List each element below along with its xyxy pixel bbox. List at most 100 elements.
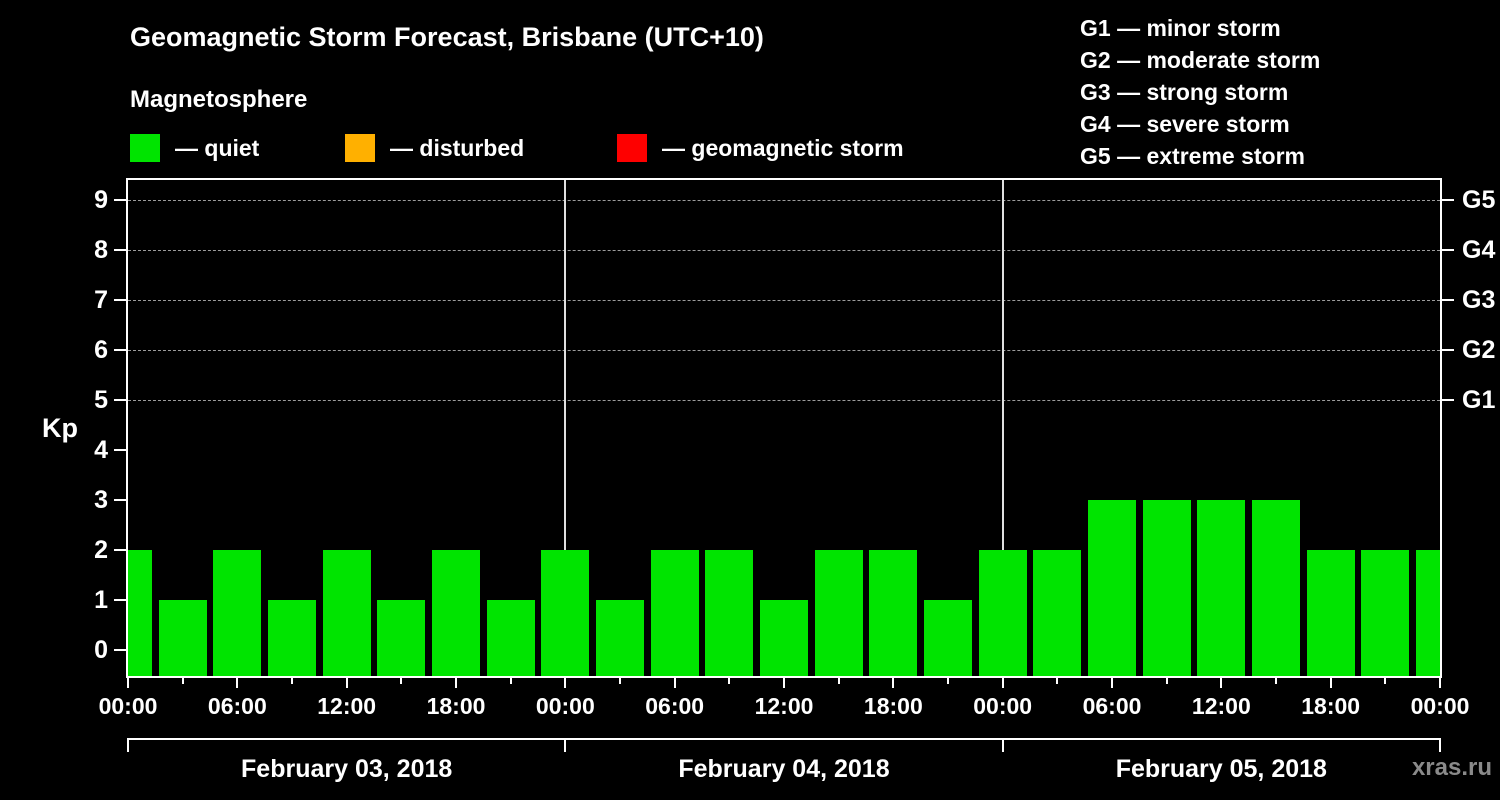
- y-tick-label: 5: [94, 386, 108, 414]
- kp-bar: [1033, 550, 1082, 676]
- date-bracket-line: [128, 738, 1440, 740]
- quiet-color-swatch: [130, 134, 160, 162]
- kp-bar: [1087, 500, 1137, 676]
- storm-scale-item-g1: G1 — minor storm: [1080, 15, 1281, 41]
- gridline-kp7: [128, 300, 1440, 301]
- legend-item-quiet: — quiet: [130, 132, 259, 164]
- y-tick-label: 1: [94, 586, 108, 614]
- kp-bar: [978, 550, 1027, 676]
- g-level-label: G2: [1462, 336, 1496, 364]
- x-axis-tick: [1001, 678, 1004, 688]
- y-axis-tick: [114, 349, 126, 351]
- kp-bar: [377, 600, 426, 676]
- day-boundary-line: [1001, 180, 1004, 676]
- x-axis-minor-tick: [947, 678, 949, 684]
- kp-bar: [759, 600, 809, 676]
- chart-title: Geomagnetic Storm Forecast, Brisbane (UT…: [130, 22, 764, 52]
- y-axis-tick: [114, 649, 126, 651]
- time-label: 06:00: [645, 693, 705, 719]
- time-label: 12:00: [317, 693, 377, 719]
- legend-item-label: — disturbed: [390, 134, 525, 161]
- disturbed-color-swatch: [345, 134, 375, 162]
- time-label: 12:00: [754, 693, 814, 719]
- x-axis-tick: [892, 678, 895, 688]
- kp-bar: [650, 550, 699, 676]
- date-bracket-tick: [1439, 738, 1441, 752]
- date-bracket-tick: [564, 738, 567, 752]
- kp-bar: [158, 600, 207, 676]
- y-axis-tick: [114, 449, 126, 451]
- y-tick-label: 2: [94, 536, 108, 564]
- geomagnetic-storm-color-swatch: [617, 134, 647, 162]
- legend-item-disturbed: — disturbed: [345, 132, 524, 164]
- g-level-label: G3: [1462, 286, 1496, 314]
- y-tick-label: 7: [94, 286, 108, 314]
- x-axis-minor-tick: [619, 678, 621, 684]
- time-label: 00:00: [535, 693, 595, 719]
- y-axis-title: Kp: [42, 413, 78, 443]
- right-axis-tick: [1442, 199, 1454, 201]
- x-axis-minor-tick: [1165, 678, 1168, 684]
- y-axis-tick: [114, 299, 126, 301]
- kp-bar: [1415, 550, 1440, 676]
- kp-bar: [1306, 550, 1355, 676]
- day-boundary-line: [564, 180, 567, 676]
- y-axis-tick: [114, 549, 126, 551]
- x-axis-tick: [564, 678, 567, 688]
- legend-item-label: — geomagnetic storm: [662, 134, 904, 161]
- x-axis-tick: [1439, 678, 1441, 688]
- storm-scale-item-g3: G3 — strong storm: [1080, 79, 1289, 105]
- y-axis-tick: [114, 599, 126, 601]
- right-axis-tick: [1442, 399, 1454, 401]
- time-label: 06:00: [207, 693, 267, 719]
- x-axis-tick: [127, 678, 129, 688]
- date-label: February 05, 2018: [1115, 755, 1327, 783]
- time-label: 06:00: [1082, 693, 1142, 719]
- storm-scale-item-g4: G4 — severe storm: [1080, 111, 1290, 137]
- x-axis-tick: [455, 678, 457, 688]
- time-label: 12:00: [1191, 693, 1251, 719]
- time-label: 18:00: [1301, 693, 1361, 719]
- x-axis-tick: [1329, 678, 1332, 688]
- right-axis-tick: [1442, 349, 1454, 351]
- x-axis-tick: [1111, 678, 1113, 688]
- kp-bar: [1361, 550, 1410, 676]
- y-axis-tick: [114, 499, 126, 501]
- kp-bar: [814, 550, 863, 676]
- date-bracket-tick: [1001, 738, 1004, 752]
- magnetosphere-label: Magnetosphere: [130, 86, 308, 113]
- kp-bar: [869, 550, 918, 676]
- kp-bar: [1142, 500, 1191, 676]
- watermark: xras.ru: [1411, 754, 1492, 781]
- date-bracket-tick: [127, 738, 129, 752]
- x-axis-minor-tick: [291, 678, 293, 684]
- gridline-kp5: [128, 400, 1440, 401]
- y-axis-tick: [114, 249, 126, 251]
- storm-scale-item-g2: G2 — moderate storm: [1080, 47, 1321, 73]
- y-axis-tick: [114, 399, 126, 401]
- y-axis-tick: [114, 199, 126, 201]
- plot-area: [126, 178, 1442, 678]
- gridline-kp9: [128, 200, 1440, 201]
- x-axis-minor-tick: [1384, 678, 1387, 684]
- kp-bar: [128, 550, 153, 676]
- x-axis-tick: [1220, 678, 1223, 688]
- date-label: February 03, 2018: [241, 755, 453, 783]
- kp-bar: [486, 600, 535, 676]
- kp-bar: [705, 550, 754, 676]
- x-axis-tick: [783, 678, 785, 688]
- right-axis-tick: [1442, 249, 1454, 251]
- x-axis-tick: [236, 678, 239, 688]
- kp-bar: [595, 600, 645, 676]
- y-tick-label: 6: [94, 336, 108, 364]
- storm-scale-item-g5: G5 — extreme storm: [1080, 143, 1305, 169]
- time-label: 00:00: [98, 693, 158, 719]
- g-level-label: G5: [1462, 186, 1496, 214]
- x-axis-minor-tick: [509, 678, 512, 684]
- x-axis-minor-tick: [728, 678, 731, 684]
- time-label: 18:00: [426, 693, 486, 719]
- g-level-label: G1: [1462, 386, 1496, 414]
- y-tick-label: 3: [94, 486, 108, 514]
- x-axis-minor-tick: [400, 678, 403, 684]
